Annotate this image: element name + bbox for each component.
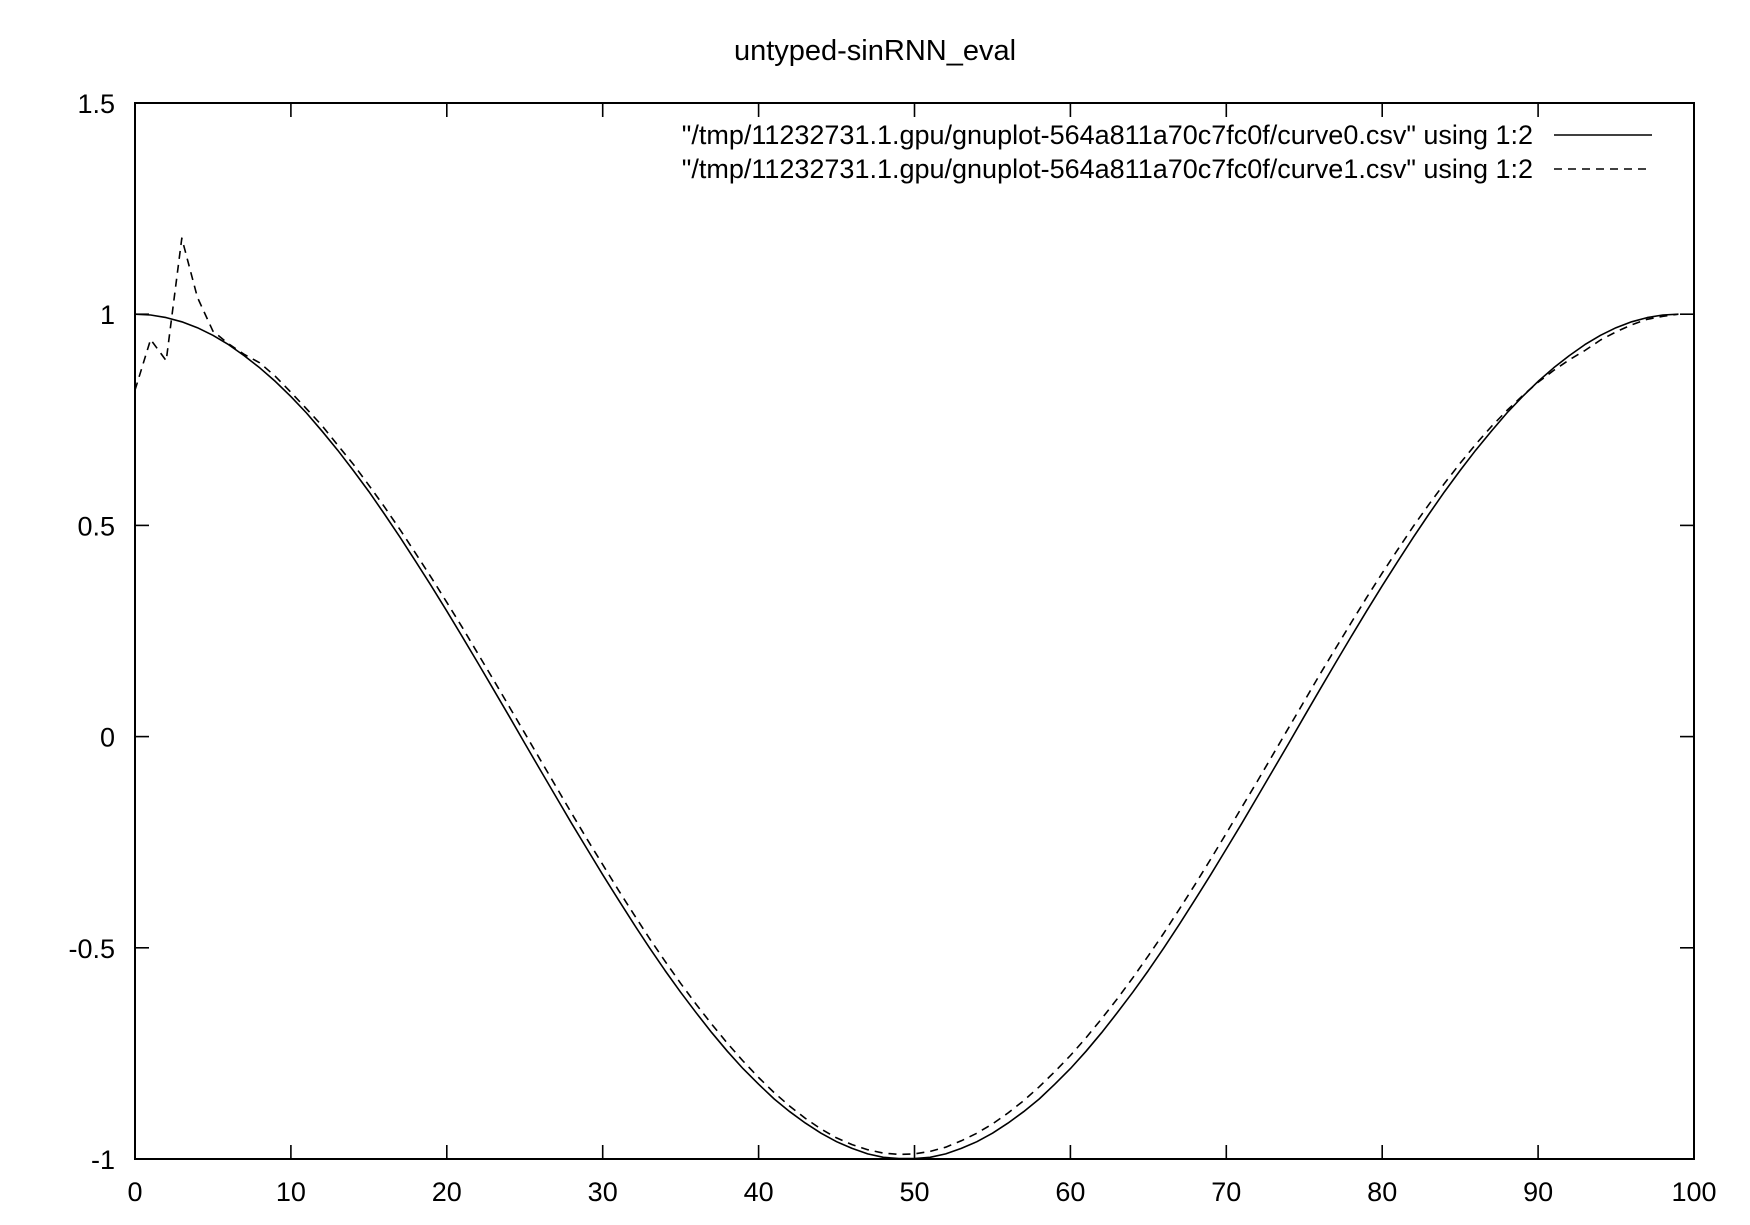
y-tick-labels: -1 -0.5 0 0.5 1 1.5 xyxy=(68,89,115,1175)
y-tick-label: -1 xyxy=(91,1145,115,1175)
legend-label-curve1: "/tmp/11232731.1.gpu/gnuplot-564a811a70c… xyxy=(682,154,1533,184)
x-tick-label: 20 xyxy=(432,1177,462,1207)
x-tick-label: 70 xyxy=(1211,1177,1241,1207)
plot-frame xyxy=(134,102,1695,1160)
y-tick-label: 0.5 xyxy=(77,511,115,541)
x-tick-labels: 0 10 20 30 40 50 60 70 80 90 100 xyxy=(127,1177,1716,1207)
x-tick-label: 90 xyxy=(1523,1177,1553,1207)
legend-label-curve0: "/tmp/11232731.1.gpu/gnuplot-564a811a70c… xyxy=(682,120,1533,150)
y-tick-label: -0.5 xyxy=(68,934,115,964)
x-tick-label: 100 xyxy=(1671,1177,1716,1207)
axis-ticks xyxy=(134,102,1695,1160)
series-line-curve0 xyxy=(134,313,1679,1160)
series-layer xyxy=(134,237,1679,1160)
y-tick-label: 0 xyxy=(100,723,115,753)
x-tick-label: 10 xyxy=(276,1177,306,1207)
x-tick-label: 0 xyxy=(127,1177,142,1207)
x-tick-label: 30 xyxy=(588,1177,618,1207)
y-tick-label: 1 xyxy=(100,300,115,330)
x-tick-label: 80 xyxy=(1367,1177,1397,1207)
series-line-curve1 xyxy=(134,237,1679,1156)
chart-title: untyped-sinRNN_eval xyxy=(734,35,1016,67)
x-tick-label: 50 xyxy=(899,1177,929,1207)
y-tick-label: 1.5 xyxy=(77,89,115,119)
x-tick-label: 40 xyxy=(744,1177,774,1207)
legend: "/tmp/11232731.1.gpu/gnuplot-564a811a70c… xyxy=(682,120,1652,184)
x-tick-label: 60 xyxy=(1055,1177,1085,1207)
